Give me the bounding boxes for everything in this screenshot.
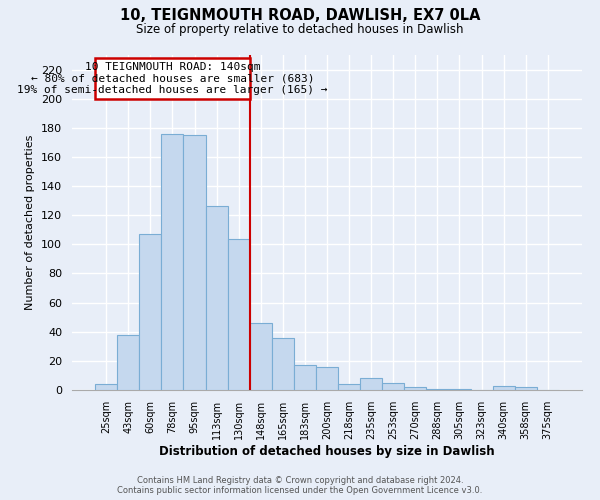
Y-axis label: Number of detached properties: Number of detached properties — [25, 135, 35, 310]
FancyBboxPatch shape — [95, 58, 250, 98]
Text: Contains HM Land Registry data © Crown copyright and database right 2024.
Contai: Contains HM Land Registry data © Crown c… — [118, 476, 482, 495]
Bar — [360, 378, 382, 390]
Bar — [161, 134, 184, 390]
Bar — [117, 334, 139, 390]
Bar — [316, 366, 338, 390]
Bar — [139, 234, 161, 390]
X-axis label: Distribution of detached houses by size in Dawlish: Distribution of detached houses by size … — [159, 444, 495, 458]
Bar — [227, 238, 250, 390]
Bar — [338, 384, 360, 390]
Text: 10, TEIGNMOUTH ROAD, DAWLISH, EX7 0LA: 10, TEIGNMOUTH ROAD, DAWLISH, EX7 0LA — [120, 8, 480, 22]
Bar — [515, 387, 537, 390]
Bar — [404, 387, 427, 390]
Bar — [294, 365, 316, 390]
Bar — [272, 338, 294, 390]
Bar — [95, 384, 117, 390]
Bar — [184, 135, 206, 390]
Bar — [382, 382, 404, 390]
Text: 10 TEIGNMOUTH ROAD: 140sqm: 10 TEIGNMOUTH ROAD: 140sqm — [85, 62, 260, 72]
Bar — [448, 388, 470, 390]
Text: Size of property relative to detached houses in Dawlish: Size of property relative to detached ho… — [136, 22, 464, 36]
Text: 19% of semi-detached houses are larger (165) →: 19% of semi-detached houses are larger (… — [17, 85, 328, 95]
Bar — [250, 323, 272, 390]
Bar — [206, 206, 227, 390]
Text: ← 80% of detached houses are smaller (683): ← 80% of detached houses are smaller (68… — [31, 74, 314, 84]
Bar — [427, 388, 448, 390]
Bar — [493, 386, 515, 390]
